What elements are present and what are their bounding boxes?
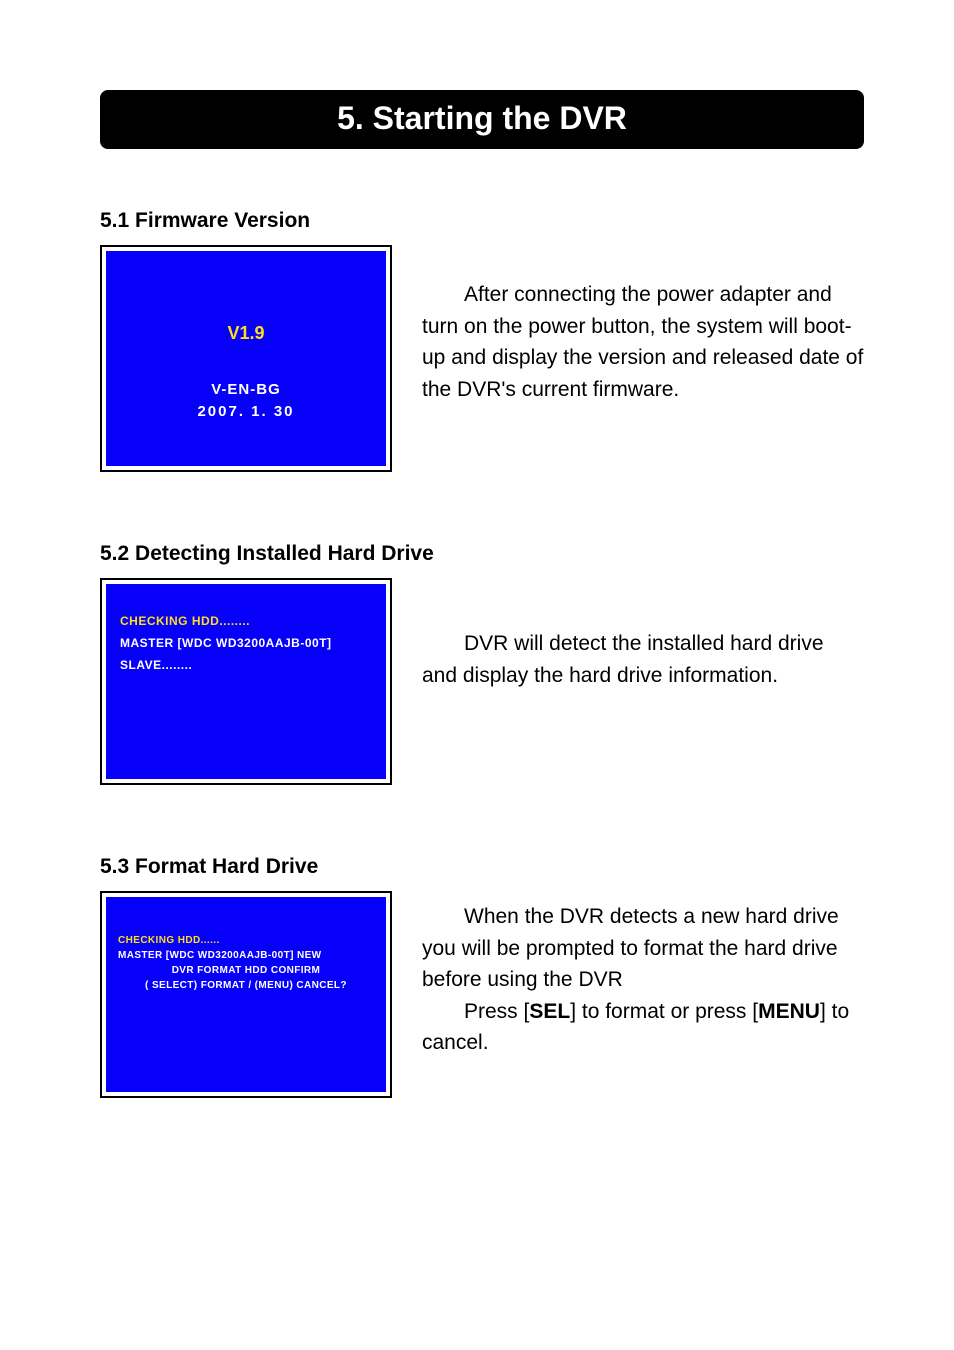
section-heading-5-2: 5.2 Detecting Installed Hard Drive: [100, 542, 864, 566]
section-row-5-3: CHECKING HDD...... MASTER [WDC WD3200AAJ…: [100, 891, 864, 1098]
screen-frame-5-1: V1.9 V-EN-BG 2007. 1. 30: [100, 245, 392, 472]
screen-line: MASTER [WDC WD3200AAJB-00T] NEW: [118, 950, 374, 961]
key-name: SEL: [529, 1000, 570, 1023]
paragraph: Press [SEL] to format or press [MENU] to…: [422, 996, 864, 1059]
screen-line: CHECKING HDD......: [118, 935, 374, 946]
section-row-5-1: V1.9 V-EN-BG 2007. 1. 30 After connectin…: [100, 245, 864, 472]
section-heading-5-3: 5.3 Format Hard Drive: [100, 855, 864, 879]
section-heading-5-1: 5.1 Firmware Version: [100, 209, 864, 233]
body-text-5-1: After connecting the power adapter and t…: [422, 245, 864, 405]
firmware-version: V1.9: [106, 323, 386, 344]
screen-frame-5-3: CHECKING HDD...... MASTER [WDC WD3200AAJ…: [100, 891, 392, 1098]
chapter-title: 5. Starting the DVR: [100, 90, 864, 149]
firmware-variant: V-EN-BG: [106, 381, 386, 398]
screen-line: SLAVE........: [120, 658, 372, 672]
screen-line: ( SELECT) FORMAT / (MENU) CANCEL?: [118, 980, 374, 991]
body-text-5-2: DVR will detect the installed hard drive…: [422, 578, 864, 691]
screen-frame-5-2: CHECKING HDD........ MASTER [WDC WD3200A…: [100, 578, 392, 785]
hdd-detect-screen: CHECKING HDD........ MASTER [WDC WD3200A…: [106, 584, 386, 779]
paragraph: DVR will detect the installed hard drive…: [422, 628, 864, 691]
firmware-screen: V1.9 V-EN-BG 2007. 1. 30: [106, 251, 386, 466]
firmware-date: 2007. 1. 30: [106, 403, 386, 420]
screen-line: DVR FORMAT HDD CONFIRM: [118, 965, 374, 976]
screen-line: MASTER [WDC WD3200AAJB-00T]: [120, 636, 372, 650]
screen-line: CHECKING HDD........: [120, 614, 372, 628]
page: 5. Starting the DVR 5.1 Firmware Version…: [0, 0, 954, 1350]
section-row-5-2: CHECKING HDD........ MASTER [WDC WD3200A…: [100, 578, 864, 785]
body-text-5-3: When the DVR detects a new hard drive yo…: [422, 891, 864, 1059]
text-run: Press [: [464, 1000, 529, 1023]
hdd-format-screen: CHECKING HDD...... MASTER [WDC WD3200AAJ…: [106, 897, 386, 1092]
paragraph: After connecting the power adapter and t…: [422, 279, 864, 405]
text-run: ] to format or press [: [570, 1000, 758, 1023]
key-name: MENU: [758, 1000, 820, 1023]
paragraph: When the DVR detects a new hard drive yo…: [422, 901, 864, 996]
